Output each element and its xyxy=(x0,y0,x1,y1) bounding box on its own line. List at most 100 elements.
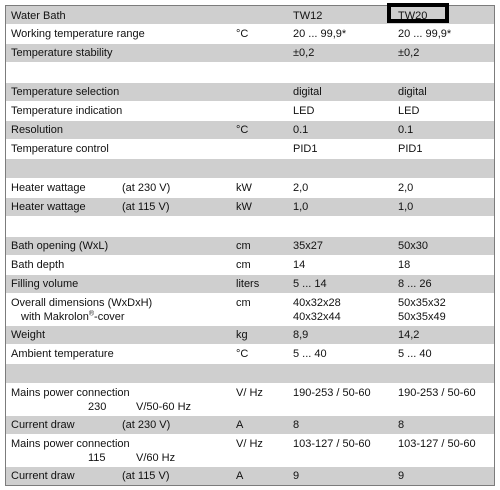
row-value-tw12: 8,9 xyxy=(293,329,309,341)
table-row: Overall dimensions (WxDxH) with Makrolon… xyxy=(6,294,494,326)
row-value-tw20: LED xyxy=(398,105,420,117)
row-value-tw20: 0.1 xyxy=(398,124,414,136)
table-row: Resolution °C 0.1 0.1 xyxy=(6,121,494,140)
row-value-tw12: 190-253 / 50-60 xyxy=(293,387,371,399)
row-voltage: 115 xyxy=(88,452,106,464)
spacer-row xyxy=(6,63,494,83)
row-label: Heater wattage xyxy=(11,182,86,194)
row-label: Temperature stability xyxy=(11,47,113,59)
row-label: Ambient temperature xyxy=(11,348,114,360)
row-unit: kg xyxy=(236,329,248,341)
row-value-tw12: PID1 xyxy=(293,143,318,155)
table-row: Ambient temperature °C 5 ... 40 5 ... 40 xyxy=(6,345,494,364)
row-unit: kW xyxy=(236,182,252,194)
row-value-tw20: 103-127 / 50-60 xyxy=(398,438,476,450)
registered-mark: ® xyxy=(88,310,95,318)
row-value-tw12: 2,0 xyxy=(293,182,309,194)
row-label: Heater wattage xyxy=(11,201,86,213)
table-row: Filling volume liters 5 ... 14 8 ... 26 xyxy=(6,275,494,294)
row-value-tw20: 18 xyxy=(398,259,411,271)
row-value-tw20: 2,0 xyxy=(398,182,414,194)
row-value-tw12: 103-127 / 50-60 xyxy=(293,438,371,450)
row-label: Overall dimensions (WxDxH) xyxy=(11,297,153,309)
table-row: Bath opening (WxL) cm 35x27 50x30 xyxy=(6,237,494,256)
row-value-tw12: 5 ... 14 xyxy=(293,278,327,290)
row-value-tw20: digital xyxy=(398,86,427,98)
row-unit: A xyxy=(236,470,244,482)
row-value-tw20: 50x35x32 xyxy=(398,297,446,309)
row-label: Mains power connection xyxy=(11,438,130,450)
row-value-tw20: 14,2 xyxy=(398,329,420,341)
row-label: Current draw xyxy=(11,419,75,431)
row-condition: (at 230 V) xyxy=(122,182,171,194)
table-row: Temperature stability ±0,2 ±0,2 xyxy=(6,44,494,63)
row-value-tw20: 8 ... 26 xyxy=(398,278,432,290)
row-unit: °C xyxy=(236,28,249,40)
row-label: Mains power connection xyxy=(11,387,130,399)
row-value-tw12: 35x27 xyxy=(293,240,323,252)
row-label: Working temperature range xyxy=(11,28,145,40)
row-voltage: 230 xyxy=(88,401,107,413)
row-value-tw20: ±0,2 xyxy=(398,47,420,59)
table-row: Heater wattage (at 230 V) kW 2,0 2,0 xyxy=(6,179,494,198)
row-label: Bath opening (WxL) xyxy=(11,240,109,252)
spacer-row xyxy=(6,364,494,384)
row-label: Bath depth xyxy=(11,259,65,271)
row-value-tw12: 20 ... 99,9* xyxy=(293,28,347,40)
row-unit: V/ Hz xyxy=(236,438,263,450)
row-value-tw20: PID1 xyxy=(398,143,423,155)
row-unit: A xyxy=(236,419,244,431)
row-unit: kW xyxy=(236,201,252,213)
table-row: Mains power connection 230 V/50-60 Hz V/… xyxy=(6,384,494,416)
row-value-tw12: 8 xyxy=(293,419,300,431)
row-value-tw20: 1,0 xyxy=(398,201,414,213)
tw20-highlight-box xyxy=(387,3,449,23)
table-row: Mains power connection 115 V/60 Hz V/ Hz… xyxy=(6,435,494,467)
row-value-tw12: ±0,2 xyxy=(293,47,315,59)
row-label: Filling volume xyxy=(11,278,79,290)
header-model-tw12: TW12 xyxy=(293,10,323,22)
spacer-row xyxy=(6,217,494,237)
row-unit: liters xyxy=(236,278,260,290)
row-value-tw12-cover: 40x32x44 xyxy=(293,311,341,323)
row-unit: °C xyxy=(236,348,249,360)
table-row: Weight kg 8,9 14,2 xyxy=(6,326,494,345)
row-value-tw12: digital xyxy=(293,86,322,98)
row-value-tw12: 40x32x28 xyxy=(293,297,341,309)
table-row: Temperature indication LED LED xyxy=(6,102,494,121)
row-label: Resolution xyxy=(11,124,63,136)
row-label: Temperature indication xyxy=(11,105,123,117)
row-value-tw12: 0.1 xyxy=(293,124,309,136)
row-value-tw20-cover: 50x35x49 xyxy=(398,311,446,323)
row-value-tw12: 5 ... 40 xyxy=(293,348,327,360)
row-value-tw20: 8 xyxy=(398,419,405,431)
row-value-tw12: 14 xyxy=(293,259,306,271)
row-unit: cm xyxy=(236,297,251,309)
row-condition: (at 115 V) xyxy=(122,201,170,213)
row-frequency: V/60 Hz xyxy=(136,452,176,464)
row-condition: (at 115 V) xyxy=(122,470,170,482)
row-label: Current draw xyxy=(11,470,75,482)
spec-table: Water Bath TW12 TW20 Working temperature… xyxy=(5,5,495,486)
makrolon-text: with Makrolon xyxy=(21,311,89,323)
table-row: Current draw (at 230 V) A 8 8 xyxy=(6,416,494,435)
table-row: Current draw (at 115 V) A 9 9 xyxy=(6,467,494,486)
table-row: Working temperature range °C 20 ... 99,9… xyxy=(6,25,494,44)
row-value-tw20: 9 xyxy=(398,470,405,482)
cover-text: -cover xyxy=(94,311,125,323)
row-label-line2: with Makrolon®-cover xyxy=(21,310,125,324)
table-row: Bath depth cm 14 18 xyxy=(6,256,494,275)
row-value-tw12: LED xyxy=(293,105,315,117)
row-condition: (at 230 V) xyxy=(122,419,171,431)
row-unit: cm xyxy=(236,259,251,271)
table-row: Temperature selection digital digital xyxy=(6,83,494,102)
row-frequency: V/50-60 Hz xyxy=(136,401,192,413)
row-unit: V/ Hz xyxy=(236,387,263,399)
row-value-tw12: 9 xyxy=(293,470,300,482)
table-row: Temperature control PID1 PID1 xyxy=(6,140,494,159)
row-value-tw20: 5 ... 40 xyxy=(398,348,432,360)
spacer-row xyxy=(6,159,494,179)
table-row: Heater wattage (at 115 V) kW 1,0 1,0 xyxy=(6,198,494,217)
row-unit: °C xyxy=(236,124,249,136)
